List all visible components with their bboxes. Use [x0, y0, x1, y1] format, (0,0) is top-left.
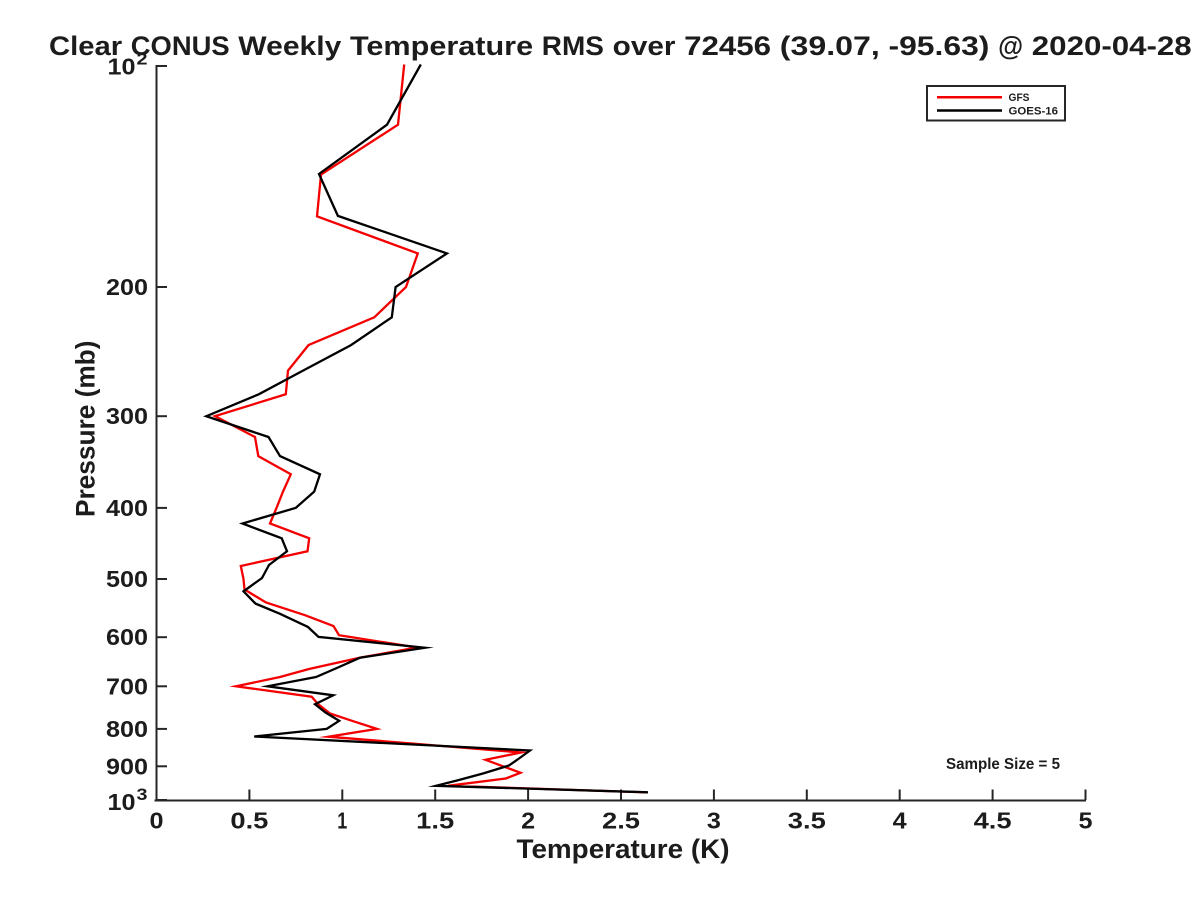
svg-text:500: 500	[106, 566, 148, 592]
svg-text:1.5: 1.5	[416, 808, 454, 834]
svg-text:3: 3	[707, 808, 721, 834]
svg-text:-95.63): -95.63)	[889, 30, 990, 61]
svg-text:Clear: Clear	[49, 30, 123, 61]
svg-text:GOES-16: GOES-16	[1009, 106, 1059, 118]
svg-text:2020-04-28: 2020-04-28	[1032, 30, 1192, 61]
svg-text:2: 2	[137, 50, 148, 69]
svg-text:400: 400	[106, 495, 148, 521]
svg-text:2.5: 2.5	[602, 808, 640, 834]
svg-text:0.5: 0.5	[230, 808, 268, 834]
svg-text:72456: 72456	[684, 30, 771, 61]
svg-text:700: 700	[106, 673, 148, 699]
svg-text:Temperature (K): Temperature (K)	[517, 834, 730, 864]
svg-text:over: over	[613, 30, 676, 61]
svg-text:@: @	[998, 30, 1023, 61]
svg-text:(39.07,: (39.07,	[780, 30, 880, 61]
svg-text:0: 0	[150, 808, 164, 834]
svg-text:5: 5	[1079, 808, 1093, 834]
svg-text:900: 900	[106, 753, 148, 779]
svg-text:300: 300	[106, 403, 148, 429]
svg-text:600: 600	[106, 624, 148, 650]
svg-text:Temperature: Temperature	[350, 30, 533, 61]
svg-text:10: 10	[108, 789, 136, 815]
svg-text:Weekly: Weekly	[238, 30, 341, 61]
svg-text:GFS: GFS	[1009, 92, 1030, 104]
svg-text:800: 800	[106, 716, 148, 742]
svg-text:4.5: 4.5	[974, 808, 1012, 834]
svg-text:1: 1	[337, 808, 347, 834]
svg-text:RMS: RMS	[542, 30, 604, 61]
svg-text:200: 200	[106, 274, 148, 300]
svg-text:CONUS: CONUS	[131, 30, 230, 61]
svg-text:4: 4	[893, 808, 907, 834]
svg-text:2: 2	[521, 808, 535, 834]
svg-text:Pressure (mb): Pressure (mb)	[71, 341, 101, 518]
svg-text:Sample Size = 5: Sample Size = 5	[946, 756, 1060, 773]
svg-text:10: 10	[108, 54, 136, 80]
svg-text:3: 3	[137, 785, 148, 804]
svg-text:3.5: 3.5	[788, 808, 826, 834]
